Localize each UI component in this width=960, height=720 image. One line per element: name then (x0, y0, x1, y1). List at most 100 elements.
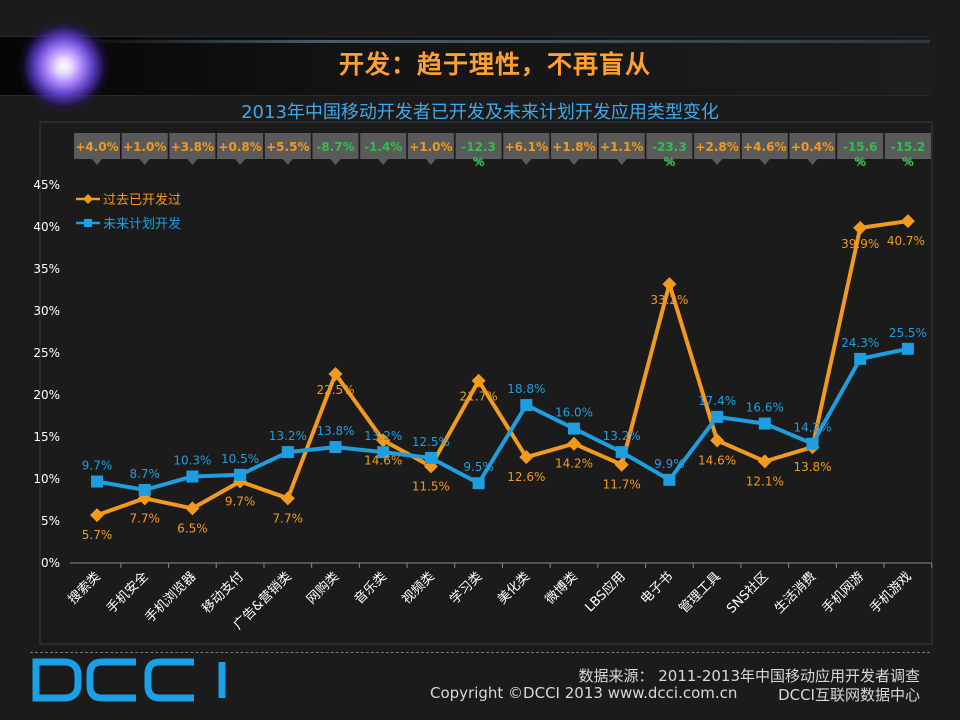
data-label-past: 40.7% (887, 234, 925, 248)
data-label-future: 13.2% (364, 429, 402, 443)
change-box-pointer (616, 159, 627, 165)
change-box (407, 133, 454, 159)
data-label-future: 9.7% (82, 459, 113, 473)
data-point-future (758, 417, 771, 430)
change-box-pointer (139, 159, 150, 165)
y-tick-label: 25% (33, 346, 60, 360)
y-tick-label: 40% (33, 220, 60, 234)
x-tick-label: 电子书 (638, 569, 676, 607)
data-point-past (757, 454, 772, 469)
series-line-future (96, 346, 909, 492)
footer-divider (30, 652, 930, 653)
data-label-past: 12.6% (507, 470, 545, 484)
x-tick-label: 移动支付 (200, 569, 247, 616)
change-box (503, 133, 550, 159)
change-value-suffix: % (902, 155, 914, 169)
x-tick-label: 搜索类 (66, 569, 104, 607)
data-point-past (662, 277, 677, 292)
change-box-pointer (664, 159, 675, 165)
change-box-pointer (712, 159, 723, 165)
data-label-future: 13.8% (316, 424, 354, 438)
data-label-past: 5.7% (82, 528, 113, 542)
x-tick-label: LBS应用 (582, 569, 629, 616)
data-source: 数据来源： 2011-2013年中国移动应用开发者调查 (578, 667, 920, 685)
data-label-past: 7.7% (129, 511, 160, 525)
change-value: +3.8% (171, 140, 214, 154)
legend-label: 未来计划开发 (103, 216, 181, 232)
data-point-future (424, 452, 437, 464)
change-box-pointer (187, 159, 198, 165)
change-value: +1.0% (409, 140, 452, 154)
y-tick-label: 35% (33, 262, 60, 276)
x-tick-label: 微博类 (543, 569, 581, 607)
data-point-future (615, 446, 628, 459)
change-box (694, 133, 741, 159)
x-tick-label: 手机安全 (103, 569, 151, 617)
data-label-future: 24.3% (841, 336, 879, 350)
page-headline: 开发：趋于理性，不再盲从 (338, 50, 651, 79)
x-tick-label: 生活消费 (772, 569, 819, 616)
data-label-future: 13.2% (603, 429, 641, 443)
data-point-past (90, 508, 104, 523)
x-tick-label: 手机网游 (820, 569, 867, 616)
y-tick-label: 5% (41, 514, 60, 528)
legend-marker-diamond (83, 194, 93, 204)
copyright-text: Copyright ©DCCI 2013 www.dcci.com.cn (430, 684, 738, 702)
change-value: +1.0% (123, 140, 166, 154)
change-box-pointer (92, 159, 102, 165)
data-label-past: 12.1% (746, 474, 784, 488)
data-point-past (519, 450, 534, 465)
change-box-pointer (759, 159, 770, 165)
x-tick-label: 音乐类 (351, 569, 390, 608)
data-point-future (854, 352, 867, 365)
data-point-past (853, 220, 868, 235)
data-label-future: 9.5% (463, 460, 494, 474)
data-label-past: 21.7% (460, 390, 498, 404)
chart-title: 2013年中国移动开发者已开发及未来计划开发应用类型变化 (241, 102, 719, 123)
y-tick-label: 15% (33, 430, 60, 444)
data-label-future: 12.5% (412, 435, 450, 449)
data-point-past (710, 433, 725, 448)
data-point-future (329, 441, 342, 454)
change-box-pointer (282, 159, 293, 165)
change-value: +1.8% (552, 140, 595, 154)
data-label-future: 17.4% (698, 394, 736, 408)
change-box-pointer (378, 159, 389, 165)
data-point-past (471, 373, 486, 388)
header-band (0, 36, 930, 96)
change-box-pointer (425, 159, 436, 165)
data-point-future (377, 446, 390, 459)
change-value: -15.6 (843, 140, 878, 154)
data-point-past (614, 457, 629, 472)
change-value-suffix: % (663, 155, 675, 169)
change-box-pointer (807, 159, 818, 165)
dcci-logo (32, 658, 226, 702)
change-box (455, 133, 502, 159)
data-point-future (472, 477, 485, 490)
y-tick-label: 10% (33, 472, 60, 486)
data-point-future (520, 399, 533, 412)
data-label-past: 14.6% (364, 453, 402, 467)
organization-name: DCCI互联网数据中心 (778, 686, 920, 704)
change-box-pointer (235, 159, 246, 165)
change-box (217, 133, 264, 159)
change-box (312, 133, 359, 159)
change-value: +6.1% (505, 140, 548, 154)
change-value: +0.8% (218, 140, 261, 154)
change-box (789, 133, 836, 159)
data-label-future: 10.5% (221, 452, 259, 466)
data-point-past (185, 501, 200, 516)
x-tick-label: 手机游戏 (867, 569, 914, 616)
data-label-future: 13.2% (269, 429, 307, 443)
x-tick-label: 网购类 (303, 569, 342, 608)
data-label-future: 14.2% (793, 421, 831, 435)
change-value: +5.5% (266, 140, 309, 154)
plot-frame (39, 121, 933, 645)
y-tick-label: 0% (41, 556, 60, 570)
data-point-past (900, 214, 915, 229)
change-box-pointer (473, 159, 484, 165)
change-value: +1.1% (600, 140, 643, 154)
data-label-past: 7.7% (273, 511, 304, 525)
data-label-past: 39.9% (841, 237, 879, 251)
